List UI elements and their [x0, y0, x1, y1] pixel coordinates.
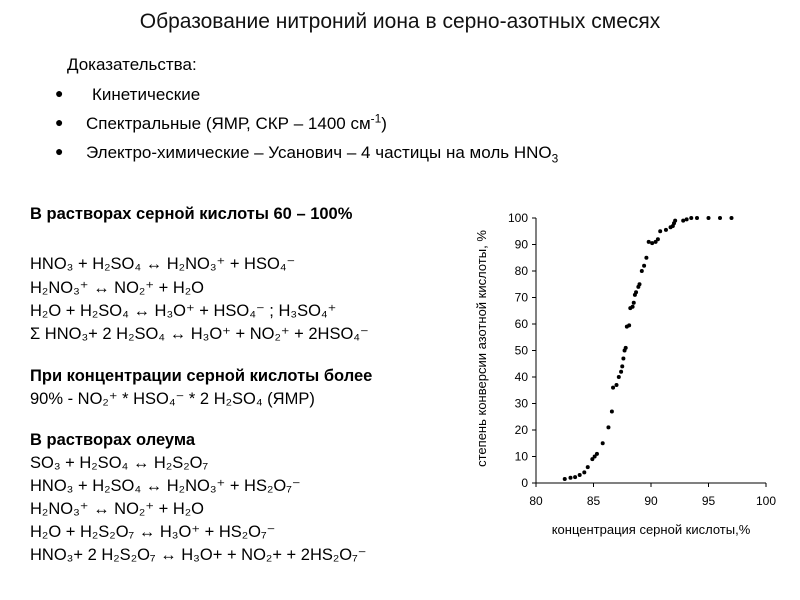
data-point: [634, 290, 639, 295]
data-point: [592, 454, 597, 459]
y-tick-label: 50: [515, 344, 529, 358]
data-point: [673, 218, 678, 223]
sulfuric-heading: В растворах серной кислоты 60 – 100%: [30, 205, 353, 223]
data-point: [684, 217, 689, 222]
high-concentration-heading: При концентрации серной кислоты более: [30, 367, 373, 385]
data-point: [562, 477, 567, 482]
slide-title: Образование нитроний иона в серно-азотны…: [139, 10, 661, 33]
equation-line: H₂O + H₂SO₄ ↔ H₃O⁺ + HSO₄⁻ ; H₃SO₄⁺: [30, 302, 337, 320]
data-point: [606, 425, 611, 430]
data-point: [663, 227, 668, 232]
data-point: [642, 263, 647, 268]
equation-line: HNO₃ + H₂SO₄ ↔ H₂NO₃⁺ + HS₂O₇⁻: [30, 477, 301, 495]
data-point: [577, 473, 582, 478]
data-point: [621, 356, 626, 361]
x-tick-label: 85: [587, 494, 601, 508]
y-tick-label: 100: [508, 211, 528, 225]
data-point: [631, 300, 636, 305]
x-tick-label: 100: [756, 494, 776, 508]
data-point: [706, 216, 711, 220]
equation-line: HNO₃+ 2 H₂S₂O₇ ↔ H₃O+ + NO₂+ + 2HS₂O₇⁻: [30, 546, 367, 564]
data-point: [718, 216, 722, 220]
data-point: [644, 255, 649, 260]
data-point: [590, 457, 595, 462]
chart-canvas: 0 10 20 30 40 50 60 70 80 90 100 80 85 90 95 100 концент…: [474, 211, 776, 537]
y-axis-label: степень конверсии азотной кислоты, %: [474, 230, 489, 467]
data-point: [650, 241, 655, 246]
data-point: [695, 216, 699, 220]
data-point: [594, 451, 599, 456]
data-point: [609, 409, 614, 414]
data-point: [630, 304, 635, 309]
evidence-heading: Доказательства:: [67, 55, 197, 74]
x-tick-label: 80: [529, 494, 543, 508]
x-axis-label: концентрация серной кислоты,%: [552, 522, 751, 537]
data-point: [585, 465, 590, 470]
evidence-item-label: Кинетические: [92, 85, 201, 104]
data-point: [611, 385, 616, 390]
y-tick-label: 80: [515, 264, 529, 278]
data-point: [620, 364, 625, 369]
data-point: [623, 345, 628, 350]
bullet-icon: ●: [55, 114, 64, 130]
data-point: [619, 369, 624, 374]
y-tick-label: 70: [515, 291, 529, 305]
data-point: [573, 475, 578, 480]
oleum-heading: В растворах олеума: [30, 431, 196, 449]
bullet-icon: ●: [55, 85, 64, 101]
data-point: [689, 216, 694, 220]
data-point: [653, 239, 658, 244]
equation-line: SO₃ + H₂SO₄ ↔ H₂S₂O₇: [30, 454, 209, 472]
data-point: [729, 216, 734, 220]
data-point: [646, 239, 651, 244]
data-point: [616, 375, 621, 379]
data-point: [681, 218, 686, 223]
data-point: [658, 229, 663, 234]
data-point: [582, 470, 587, 475]
evidence-item-label: Спектральные (ЯМР, СКР – 1400 см-1): [86, 111, 387, 133]
y-tick-label: 30: [515, 397, 529, 411]
bullet-icon: ●: [55, 143, 64, 159]
y-tick-label: 10: [515, 450, 529, 464]
equation-line: H₂O + H₂S₂O₇ ↔ H₃O⁺ + HS₂O₇⁻: [30, 523, 276, 541]
data-point: [655, 237, 660, 242]
y-tick-label: 0: [521, 476, 528, 490]
equation-line: H₂NO₃⁺ ↔ NO₂⁺ + H₂O: [30, 500, 204, 518]
y-tick-label: 60: [515, 317, 529, 331]
data-point: [614, 382, 619, 387]
equation-line: H₂NO₃⁺ ↔ NO₂⁺ + H₂O: [30, 279, 204, 297]
conversion-scatter-chart: 0 10 20 30 40 50 60 70 80 90 100 80 85 90 95 100 концент…: [470, 200, 790, 550]
y-tick-label: 20: [515, 423, 529, 437]
data-point: [639, 269, 644, 273]
data-point: [637, 282, 642, 287]
equation-line: HNO₃ + H₂SO₄ ↔ H₂NO₃⁺ + HSO₄⁻: [30, 255, 296, 273]
x-tick-label: 90: [644, 494, 658, 508]
data-point: [627, 323, 632, 328]
x-tick-label: 95: [702, 494, 716, 508]
data-point: [568, 475, 573, 480]
y-tick-label: 90: [515, 238, 529, 252]
data-point: [600, 441, 605, 446]
high-concentration-line: 90% - NO₂⁺ * HSO₄⁻ * 2 H₂SO₄ (ЯМР): [30, 390, 315, 408]
evidence-item-label: Электро-химические – Усанович – 4 частиц…: [86, 143, 559, 166]
y-tick-label: 40: [515, 370, 529, 384]
equation-line: Σ HNO₃+ 2 H₂SO₄ ↔ H₃O⁺ + NO₂⁺ + 2HSO₄⁻: [30, 325, 369, 343]
